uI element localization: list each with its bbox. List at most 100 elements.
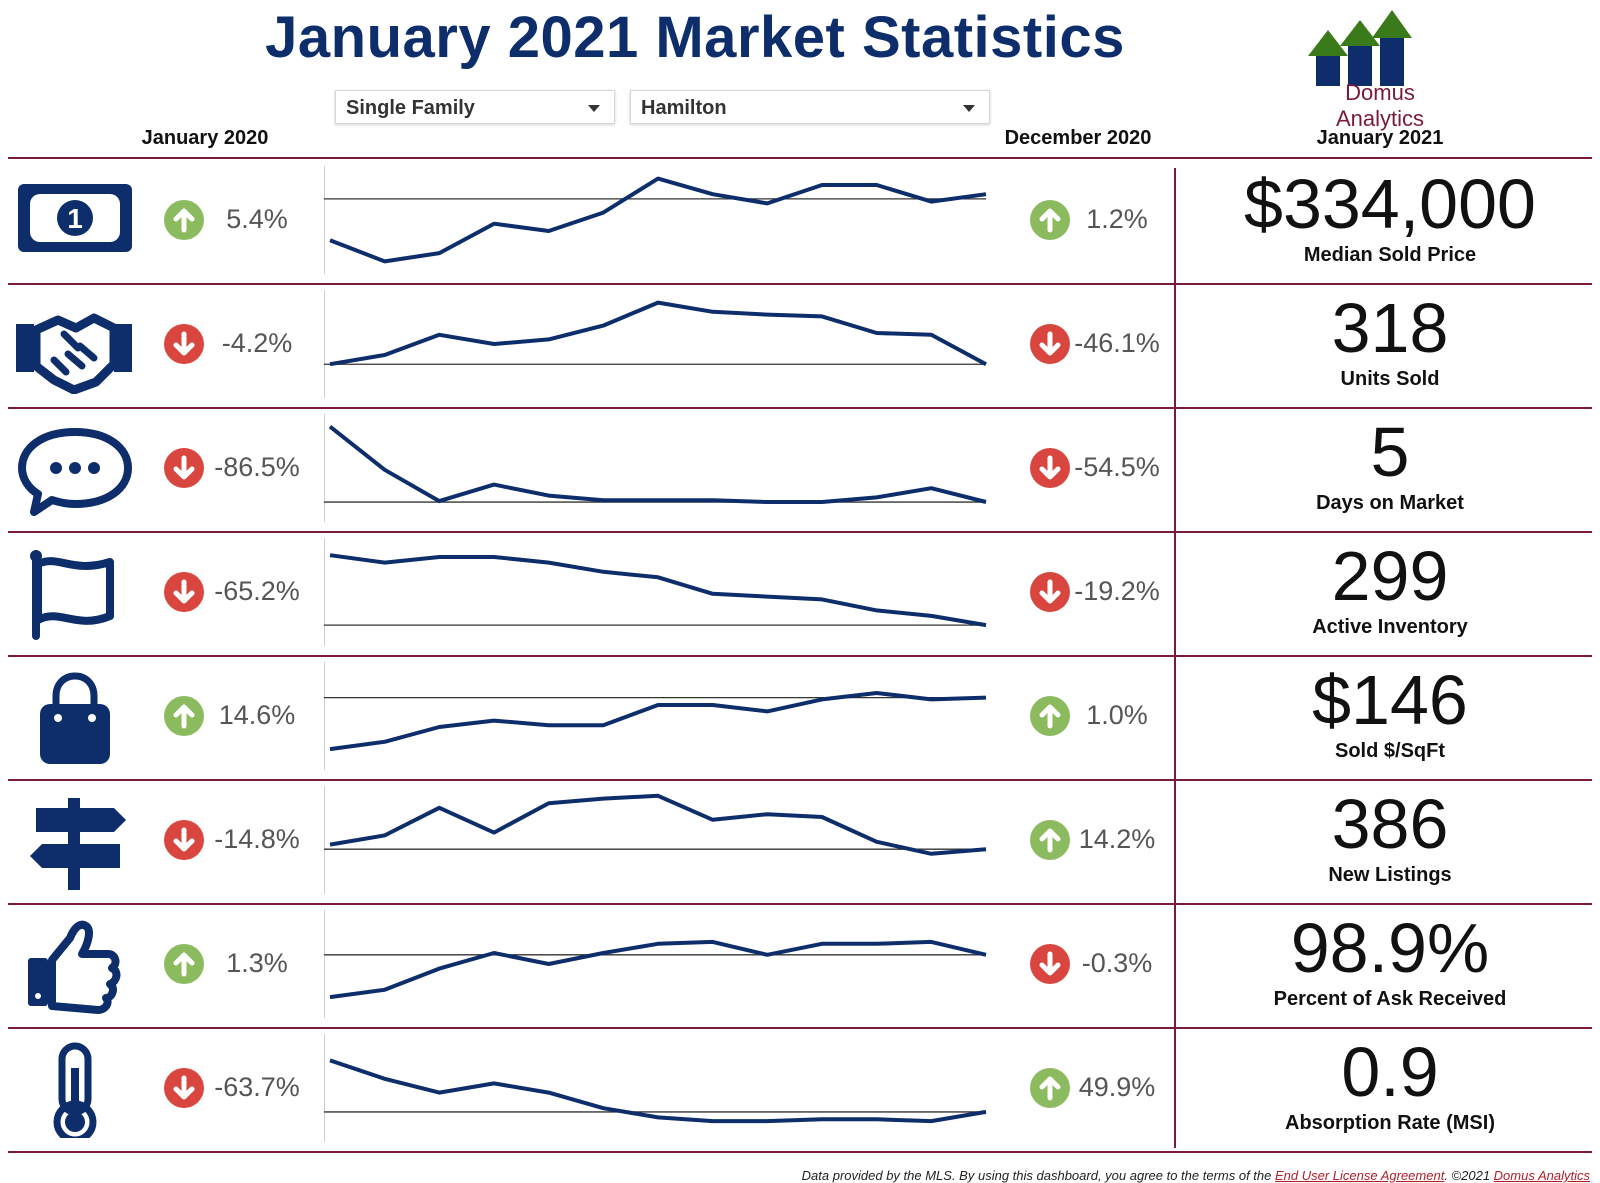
header-january-2021: January 2021 bbox=[1316, 127, 1444, 149]
svg-text:1: 1 bbox=[67, 203, 83, 234]
footer: Data provided by the MLS. By using this … bbox=[802, 1168, 1590, 1183]
divider bbox=[8, 157, 1592, 159]
trend-down-icon bbox=[1030, 324, 1070, 364]
yoy-change: -86.5% bbox=[214, 452, 300, 482]
metric-row: -4.2% -46.1% 318 Units Sold bbox=[0, 284, 1600, 409]
thumbs-up-icon bbox=[28, 920, 121, 1014]
sparkline bbox=[324, 662, 987, 770]
header-january-2020: January 2020 bbox=[141, 127, 269, 149]
divider bbox=[8, 1151, 1592, 1153]
metric-label: Days on Market bbox=[1316, 492, 1464, 514]
sparkline-series bbox=[329, 553, 987, 628]
trend-down-icon bbox=[1030, 944, 1070, 984]
metric-row: -63.7% 49.9% 0.9 Absorption Rate (MSI) bbox=[0, 1028, 1600, 1153]
logo-icon bbox=[1308, 10, 1412, 86]
sparkline bbox=[324, 166, 987, 274]
sparkline-series bbox=[329, 939, 987, 1000]
metric-value: 5 bbox=[1370, 413, 1410, 491]
eula-link[interactable]: End User License Agreement bbox=[1274, 1168, 1445, 1183]
metric-value: 318 bbox=[1331, 289, 1449, 367]
shopping-bag-icon bbox=[40, 672, 110, 764]
divider bbox=[8, 903, 1592, 905]
domus-analytics-link[interactable]: Domus Analytics bbox=[1493, 1168, 1590, 1183]
region-dropdown[interactable]: Hamilton bbox=[630, 90, 990, 124]
sparkline bbox=[324, 786, 987, 894]
metric-label: Active Inventory bbox=[1312, 616, 1468, 638]
metric-label: New Listings bbox=[1328, 864, 1452, 886]
page-title: January 2021 Market Statistics bbox=[265, 5, 1125, 70]
sparkline-series bbox=[329, 691, 987, 752]
metric-row: 1 5.4% 1.2% $334,000 Median Sold Price bbox=[0, 160, 1600, 285]
metric-value: $146 bbox=[1312, 661, 1468, 739]
trend-up-icon bbox=[164, 696, 204, 736]
divider bbox=[8, 655, 1592, 657]
yoy-change: 1.3% bbox=[226, 948, 288, 978]
dollar-bill-icon: 1 bbox=[18, 184, 132, 252]
sparkline-series bbox=[328, 425, 987, 504]
metric-row: -65.2% -19.2% 299 Active Inventory bbox=[0, 532, 1600, 657]
divider bbox=[8, 1027, 1592, 1029]
trend-down-icon bbox=[1030, 448, 1070, 488]
trend-up-icon bbox=[1030, 820, 1070, 860]
metric-label: Percent of Ask Received bbox=[1273, 988, 1507, 1010]
metric-value: 98.9% bbox=[1290, 909, 1490, 987]
mom-change: 14.2% bbox=[1078, 824, 1156, 854]
divider bbox=[8, 407, 1592, 409]
metric-value: $334,000 bbox=[1244, 165, 1536, 243]
property-type-dropdown[interactable]: Single Family bbox=[335, 90, 615, 124]
metric-label: Absorption Rate (MSI) bbox=[1285, 1112, 1495, 1134]
sparkline bbox=[324, 414, 987, 522]
metric-value: 386 bbox=[1331, 785, 1449, 863]
sparkline bbox=[324, 1034, 987, 1142]
yoy-change: 5.4% bbox=[226, 204, 288, 234]
sparkline bbox=[324, 910, 987, 1018]
metric-row: 1.3% -0.3% 98.9% Percent of Ask Received bbox=[0, 904, 1600, 1029]
metric-label: Units Sold bbox=[1340, 368, 1440, 390]
trend-down-icon bbox=[164, 820, 204, 860]
mom-change: -54.5% bbox=[1074, 452, 1160, 482]
metric-value: 299 bbox=[1331, 537, 1449, 615]
sparkline-series bbox=[329, 1058, 987, 1124]
metric-label: Sold $/SqFt bbox=[1335, 740, 1445, 762]
mom-change: -46.1% bbox=[1074, 328, 1160, 358]
sparkline bbox=[324, 538, 987, 646]
region-value: Hamilton bbox=[641, 97, 727, 119]
chevron-down-icon bbox=[588, 105, 600, 112]
sparkline-series bbox=[329, 176, 987, 264]
trend-up-icon bbox=[1030, 200, 1070, 240]
yoy-change: -65.2% bbox=[214, 576, 300, 606]
mom-change: 1.2% bbox=[1086, 204, 1148, 234]
metric-row: 14.6% 1.0% $146 Sold $/SqFt bbox=[0, 656, 1600, 781]
mom-change: -0.3% bbox=[1081, 948, 1153, 978]
chat-bubble-icon bbox=[18, 428, 132, 516]
handshake-icon bbox=[16, 313, 132, 394]
chevron-down-icon bbox=[963, 105, 975, 112]
divider bbox=[8, 779, 1592, 781]
trend-up-icon bbox=[1030, 696, 1070, 736]
thermometer-icon bbox=[53, 1042, 97, 1138]
sparkline-series bbox=[329, 300, 987, 367]
metric-label: Median Sold Price bbox=[1303, 244, 1477, 266]
trend-up-icon bbox=[164, 200, 204, 240]
flag-icon bbox=[30, 550, 114, 640]
trend-down-icon bbox=[164, 1068, 204, 1108]
trend-down-icon bbox=[164, 448, 204, 488]
mom-change: -19.2% bbox=[1074, 576, 1160, 606]
trend-down-icon bbox=[164, 572, 204, 612]
metric-value: 0.9 bbox=[1341, 1033, 1439, 1111]
sparkline bbox=[324, 290, 987, 398]
mom-change: 49.9% bbox=[1078, 1072, 1156, 1102]
yoy-change: -4.2% bbox=[221, 328, 293, 358]
column-divider bbox=[1174, 168, 1176, 1148]
trend-down-icon bbox=[1030, 572, 1070, 612]
sparkline-series bbox=[329, 793, 987, 856]
divider bbox=[8, 283, 1592, 285]
footer-copyright: . ©2021 bbox=[1444, 1168, 1494, 1183]
footer-text: Data provided by the MLS. By using this … bbox=[801, 1168, 1275, 1183]
yoy-change: 14.6% bbox=[218, 700, 296, 730]
trend-up-icon bbox=[1030, 1068, 1070, 1108]
logo-text: Domus Analytics bbox=[1335, 80, 1425, 131]
divider bbox=[8, 531, 1592, 533]
trend-down-icon bbox=[164, 324, 204, 364]
yoy-change: -63.7% bbox=[214, 1072, 300, 1102]
